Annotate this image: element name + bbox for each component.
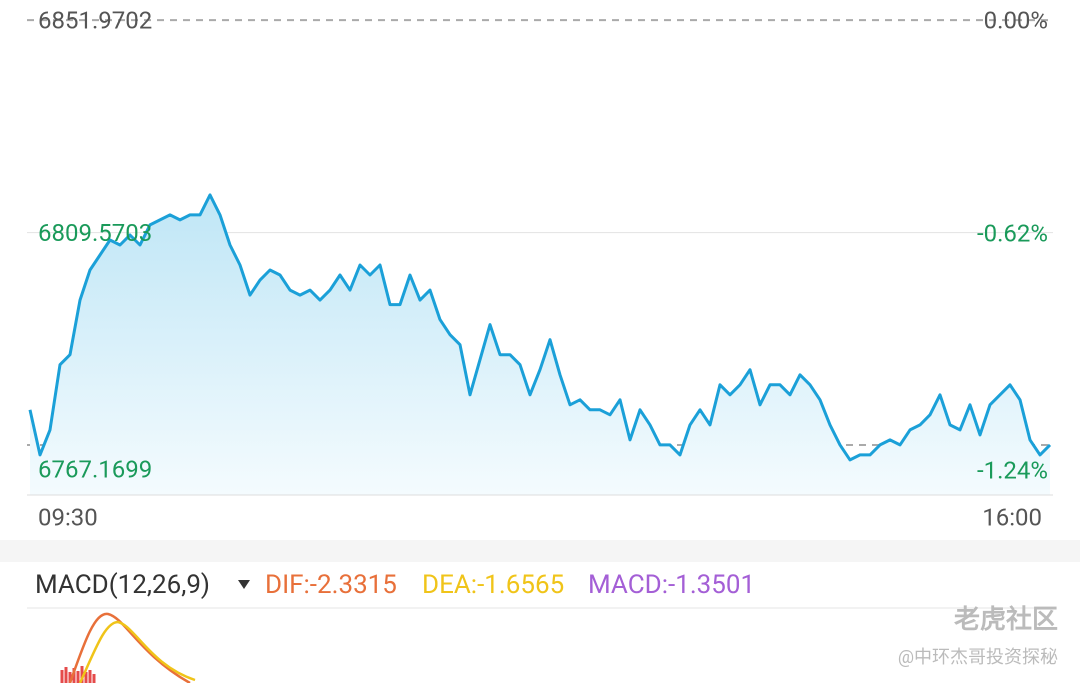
macd-bars [60, 666, 96, 683]
x-tick-label: 09:30 [38, 503, 98, 531]
y-tick-label: 6767.1699 [38, 455, 152, 483]
macd-preview [60, 612, 196, 685]
area [30, 194, 1050, 495]
watermark-author: @中环杰哥投资探秘 [898, 647, 1058, 668]
section-gap [0, 540, 1080, 562]
y2-tick-label: -0.62% [977, 219, 1048, 247]
price-line [28, 193, 1052, 462]
macd-label: MACD:-1.3501 [588, 570, 755, 600]
dropdown-arrow[interactable] [238, 580, 250, 589]
y-tick-label: 6809.5703 [38, 219, 152, 247]
x-tick-label: 16:00 [982, 503, 1042, 531]
dif-label: DIF:-2.3315 [265, 570, 397, 600]
dea-label: DEA:-1.6565 [422, 570, 564, 600]
y2-tick-label: 0.00% [984, 7, 1048, 35]
y2-tick-label: -1.24% [977, 456, 1048, 484]
dea-curve [78, 620, 196, 684]
macd-title[interactable]: MACD(12,26,9) [35, 570, 210, 600]
y-tick-label: 6851.9702 [38, 7, 152, 35]
watermark-brand: 老虎社区 [954, 604, 1058, 635]
dif-curve [68, 612, 191, 685]
